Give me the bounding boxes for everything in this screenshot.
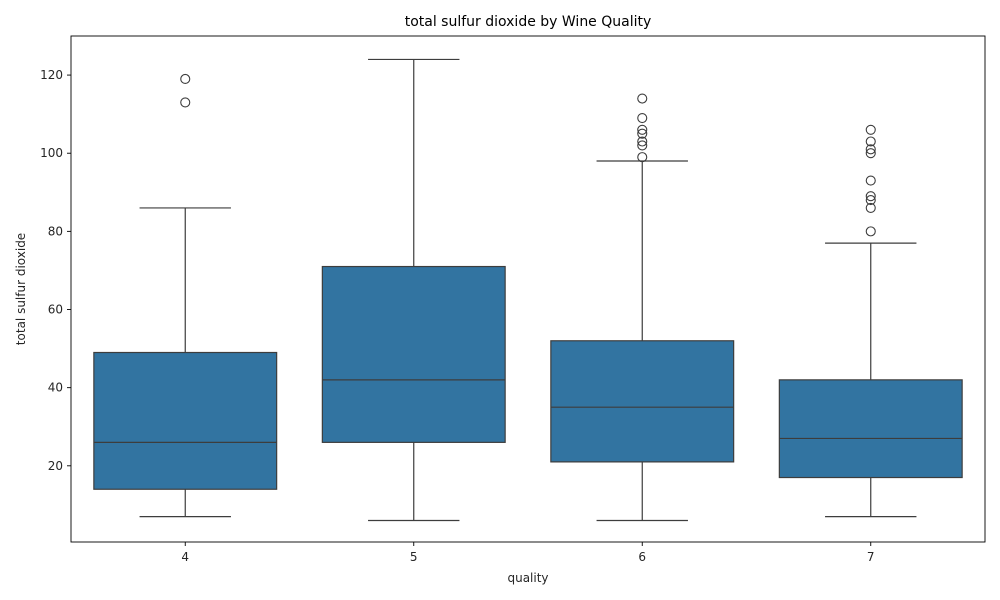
outlier-point-7-3 <box>865 191 876 202</box>
outlier-point-6-3 <box>637 128 648 139</box>
chart-title: total sulfur dioxide by Wine Quality <box>405 14 652 30</box>
x-tick-label-5: 5 <box>410 550 418 564</box>
y-tick-label-0: 20 <box>48 459 63 473</box>
outlier-point-4-1 <box>180 73 191 85</box>
box-group-5 <box>321 58 506 522</box>
outlier-point-6-6 <box>637 93 648 104</box>
y-tick-label-2: 60 <box>48 303 63 317</box>
y-tick-label-5: 120 <box>40 68 63 82</box>
outlier-point-7-1 <box>865 202 876 213</box>
axes: 20 40 60 80 100 120 4 5 6 7 <box>40 35 986 564</box>
box-group-6 <box>550 93 735 522</box>
outlier-point-6-2 <box>637 136 648 147</box>
outlier-point-4-0 <box>180 97 191 108</box>
outlier-point-6-4 <box>637 124 648 135</box>
axes-frame <box>70 35 986 543</box>
outlier-point-7-6 <box>865 144 876 155</box>
y-axis-label: total sulfur dioxide <box>14 233 28 345</box>
outlier-point-7-5 <box>865 148 876 159</box>
outlier-point-6-5 <box>637 113 648 124</box>
box-7 <box>778 379 963 479</box>
outlier-point-6-1 <box>637 140 648 151</box>
outlier-point-6-0 <box>637 152 648 163</box>
outlier-point-7-2 <box>865 195 876 206</box>
box-5 <box>321 265 506 443</box>
y-tick-label-1: 40 <box>48 381 63 395</box>
y-tick-label-4: 100 <box>40 146 63 160</box>
x-tick-label-4: 4 <box>181 550 189 564</box>
outlier-point-7-7 <box>865 136 876 147</box>
x-tick-label-6: 6 <box>638 550 646 564</box>
y-tick-label-3: 80 <box>48 224 63 238</box>
plot-area <box>93 58 963 522</box>
outlier-point-7-4 <box>865 175 876 186</box>
outlier-point-7-0 <box>865 226 876 237</box>
box-6 <box>550 340 735 463</box>
x-tick-label-7: 7 <box>867 550 875 564</box>
outlier-point-7-8 <box>865 124 876 135</box>
box-group-4 <box>93 73 278 518</box>
box-4 <box>93 351 278 490</box>
box-group-7 <box>778 124 963 518</box>
x-axis-label: quality <box>507 571 548 585</box>
